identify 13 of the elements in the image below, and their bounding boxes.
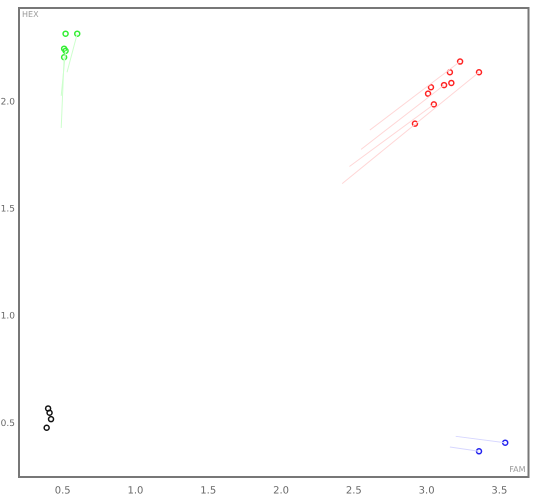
- y-tick-label: 2.0: [0, 98, 16, 108]
- x-tick-label: 0.5: [54, 486, 71, 497]
- x-tick-label: 2.5: [346, 486, 362, 497]
- y-tick-label: 0.5: [0, 418, 15, 429]
- x-tick-label: 1.5: [200, 486, 216, 497]
- x-tick-label: 3.0: [418, 486, 435, 497]
- y-axis-title: HEX: [22, 10, 40, 20]
- x-tick-label: 3.5: [491, 486, 508, 497]
- y-tick-label: 1.5: [0, 204, 15, 215]
- x-axis-title: FAM: [509, 465, 526, 474]
- x-tick-label: 1.0: [128, 486, 144, 497]
- y-tick-label: 1.0: [0, 312, 16, 322]
- x-tick-label: 2.0: [273, 486, 289, 497]
